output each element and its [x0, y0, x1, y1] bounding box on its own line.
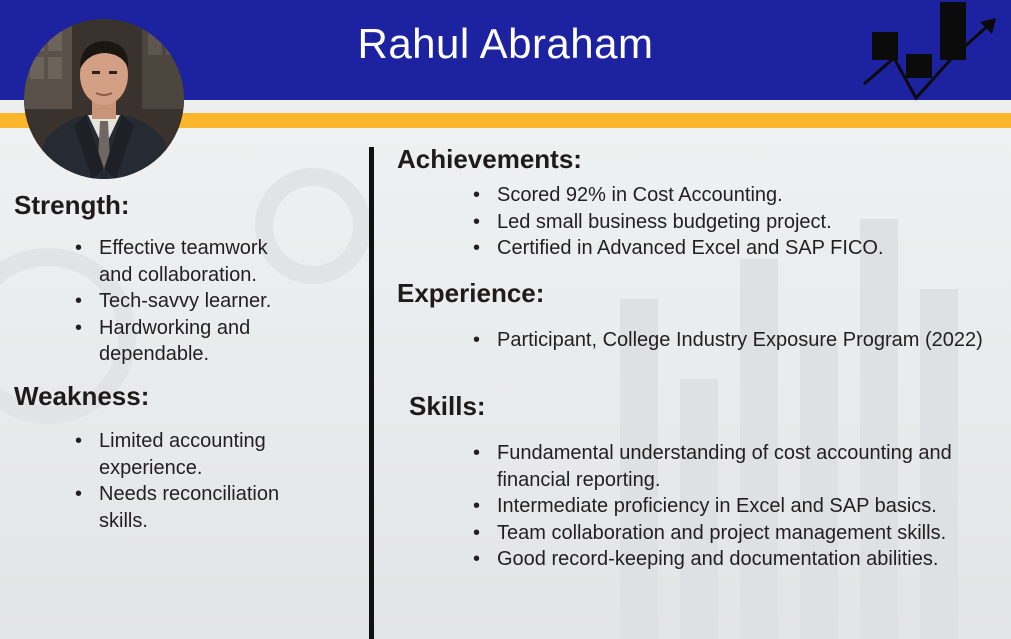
- header-stripe: [0, 113, 1011, 128]
- list-item: Team collaboration and project managemen…: [473, 520, 983, 547]
- skills-list: Fundamental understanding of cost accoun…: [473, 440, 983, 573]
- weakness-heading: Weakness:: [14, 381, 150, 411]
- strength-list: Effective teamwork and collaboration. Te…: [75, 235, 305, 368]
- portrait-photo: [24, 19, 184, 179]
- weakness-list: Limited accounting experience. Needs rec…: [75, 428, 305, 534]
- background-decoration: [860, 219, 898, 639]
- experience-list: Participant, College Industry Exposure P…: [473, 327, 983, 354]
- list-item: Hardworking and dependable.: [75, 315, 305, 368]
- achievements-list: Scored 92% in Cost Accounting. Led small…: [473, 182, 983, 262]
- list-item: Participant, College Industry Exposure P…: [473, 327, 983, 354]
- column-divider: [369, 147, 374, 639]
- achievements-heading: Achievements:: [397, 144, 582, 174]
- list-item: Intermediate proficiency in Excel and SA…: [473, 493, 983, 520]
- strength-heading: Strength:: [14, 190, 130, 220]
- list-item: Scored 92% in Cost Accounting.: [473, 182, 983, 209]
- list-item: Effective teamwork and collaboration.: [75, 235, 305, 288]
- list-item: Good record-keeping and documentation ab…: [473, 546, 983, 573]
- list-item: Limited accounting experience.: [75, 428, 305, 481]
- list-item: Needs reconciliation skills.: [75, 481, 305, 534]
- portrait-illustration: [24, 19, 184, 179]
- growth-chart-icon: [863, 2, 996, 101]
- experience-heading: Experience:: [397, 278, 545, 308]
- skills-heading: Skills:: [409, 391, 486, 421]
- list-item: Fundamental understanding of cost accoun…: [473, 440, 983, 493]
- list-item: Tech-savvy learner.: [75, 288, 305, 315]
- list-item: Certified in Advanced Excel and SAP FICO…: [473, 235, 983, 262]
- page-title: Rahul Abraham: [357, 20, 654, 67]
- list-item: Led small business budgeting project.: [473, 209, 983, 236]
